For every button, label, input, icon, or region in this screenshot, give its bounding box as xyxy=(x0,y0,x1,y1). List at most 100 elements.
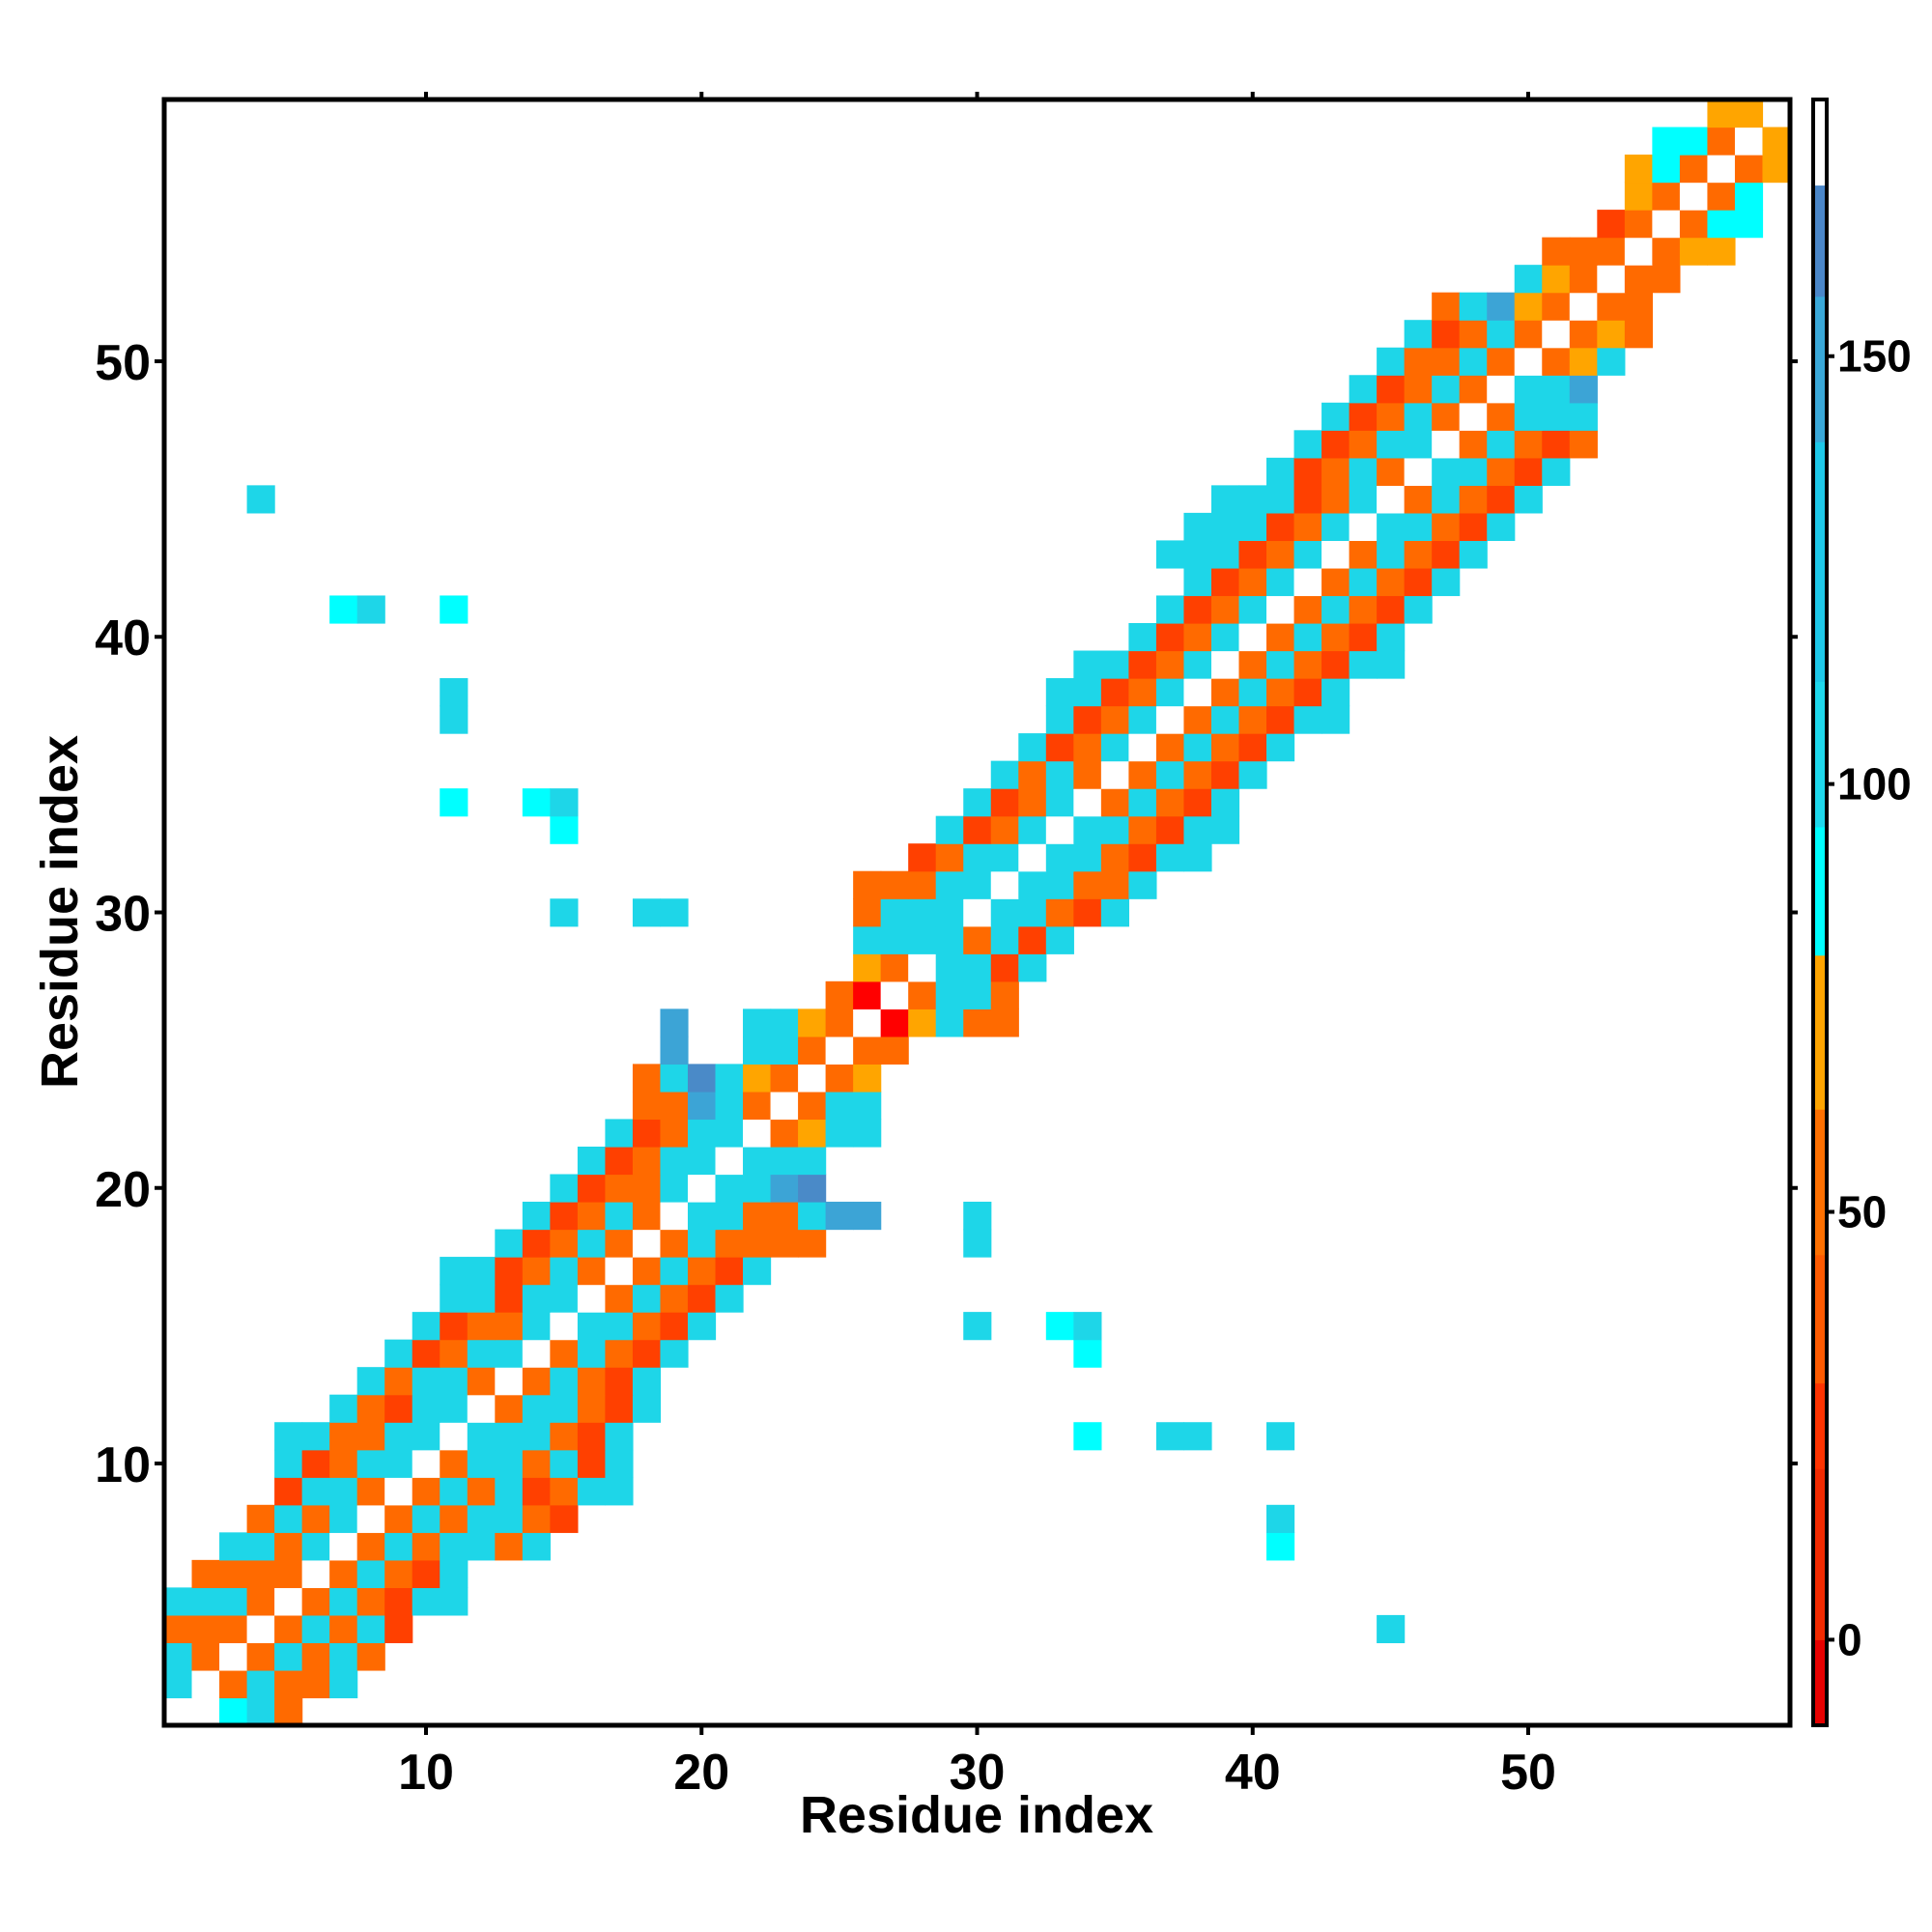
heatmap-cell xyxy=(1183,733,1212,762)
heatmap-cell xyxy=(550,1229,579,1258)
heatmap-cell xyxy=(715,1229,744,1258)
heatmap-cell xyxy=(550,1174,579,1203)
heatmap-cell xyxy=(1293,485,1322,514)
heatmap-cell xyxy=(660,898,689,927)
colorbar-frame xyxy=(1811,98,1829,1727)
heatmap-cell xyxy=(1321,485,1350,514)
heatmap-cell xyxy=(1018,925,1047,954)
heatmap-cell xyxy=(356,1449,385,1478)
heatmap-cell xyxy=(935,925,964,954)
heatmap-cell xyxy=(1514,347,1543,376)
heatmap-cell xyxy=(1377,650,1406,679)
heatmap-cell xyxy=(963,1009,992,1037)
heatmap-cell xyxy=(164,1614,193,1644)
heatmap-cell xyxy=(467,1339,496,1368)
heatmap-cell xyxy=(356,1477,385,1506)
heatmap-cell xyxy=(1542,347,1571,376)
heatmap-cell xyxy=(440,1504,469,1533)
heatmap-cell xyxy=(274,1532,303,1561)
heatmap-cell xyxy=(191,1587,220,1616)
heatmap-cell xyxy=(550,788,579,817)
heatmap-cell xyxy=(1377,512,1406,542)
heatmap-cell xyxy=(1073,705,1102,734)
heatmap-cell xyxy=(908,925,937,954)
heatmap-cell xyxy=(1487,375,1516,404)
heatmap-cells xyxy=(164,99,1791,1726)
colorbar-segment xyxy=(1813,441,1827,682)
heatmap-cell xyxy=(1128,815,1157,844)
heatmap-cell xyxy=(522,1504,551,1533)
heatmap-cell xyxy=(412,1339,440,1368)
heatmap-cell xyxy=(577,1257,607,1286)
heatmap-cell xyxy=(1238,705,1267,734)
heatmap-cell xyxy=(1432,567,1461,597)
heatmap-cell xyxy=(440,1284,469,1313)
heatmap-cell xyxy=(908,898,937,927)
heatmap-cell xyxy=(1266,678,1295,707)
heatmap-cell xyxy=(1624,210,1653,239)
x-tick-label: 20 xyxy=(673,1745,729,1801)
heatmap-cell xyxy=(1155,595,1185,624)
heatmap-cell xyxy=(1349,402,1378,431)
heatmap-cell xyxy=(687,1091,717,1121)
heatmap-cell xyxy=(963,1312,992,1341)
heatmap-cell xyxy=(1321,678,1350,707)
heatmap-cell xyxy=(1293,430,1322,459)
heatmap-cell xyxy=(1210,705,1240,734)
heatmap-cell xyxy=(1514,265,1543,294)
heatmap-cell xyxy=(908,980,937,1009)
heatmap-cell xyxy=(1404,375,1433,404)
heatmap-cell xyxy=(1266,622,1295,652)
heatmap-cell xyxy=(1100,870,1129,899)
heatmap-cell xyxy=(329,1614,358,1644)
heatmap-cell xyxy=(715,1146,744,1176)
heatmap-cell xyxy=(191,1614,220,1644)
heatmap-cell xyxy=(990,953,1019,982)
heatmap-cell xyxy=(191,1669,220,1699)
heatmap-cell xyxy=(164,1642,193,1671)
heatmap-cell xyxy=(274,1697,303,1726)
heatmap-cell xyxy=(770,1036,799,1065)
heatmap-cell xyxy=(1073,733,1102,762)
heatmap-cell xyxy=(1238,678,1267,707)
heatmap-cell xyxy=(1404,540,1433,569)
heatmap-cell xyxy=(1377,1614,1406,1644)
heatmap-cell xyxy=(577,1284,607,1313)
heatmap-cell xyxy=(963,788,992,817)
heatmap-cell xyxy=(1128,622,1157,652)
heatmap-cell xyxy=(246,1532,275,1561)
heatmap-cell xyxy=(1459,430,1488,459)
heatmap-cell xyxy=(467,1257,496,1286)
heatmap-cell xyxy=(990,760,1019,789)
heatmap-cell xyxy=(1238,760,1267,789)
heatmap-cell xyxy=(274,1587,303,1616)
heatmap-cell xyxy=(522,1257,551,1286)
heatmap-cell xyxy=(1266,485,1295,514)
heatmap-cell xyxy=(660,1202,689,1231)
heatmap-cell xyxy=(522,1229,551,1258)
heatmap-cell xyxy=(1100,705,1129,734)
heatmap-cell xyxy=(495,1477,524,1506)
heatmap-cell xyxy=(467,1477,496,1506)
heatmap-cell xyxy=(743,1009,772,1037)
heatmap-cell xyxy=(329,1669,358,1699)
heatmap-cell xyxy=(440,1257,469,1286)
heatmap-cell xyxy=(246,1587,275,1616)
heatmap-cell xyxy=(1377,430,1406,459)
heatmap-cell xyxy=(1542,292,1571,321)
heatmap-cell xyxy=(1349,430,1378,459)
heatmap-cell xyxy=(1128,843,1157,872)
heatmap-cell xyxy=(1569,265,1598,294)
heatmap-cell xyxy=(770,1091,799,1121)
heatmap-cell xyxy=(1487,430,1516,459)
heatmap-cell xyxy=(605,1174,634,1203)
heatmap-cell xyxy=(1155,705,1185,734)
heatmap-cell xyxy=(798,1091,827,1121)
heatmap-cell xyxy=(825,1009,854,1037)
heatmap-cell xyxy=(715,1119,744,1148)
heatmap-cell xyxy=(1569,320,1598,349)
heatmap-cell xyxy=(963,925,992,954)
heatmap-cell xyxy=(1210,733,1240,762)
heatmap-cell xyxy=(1432,292,1461,321)
heatmap-cell xyxy=(1183,622,1212,652)
